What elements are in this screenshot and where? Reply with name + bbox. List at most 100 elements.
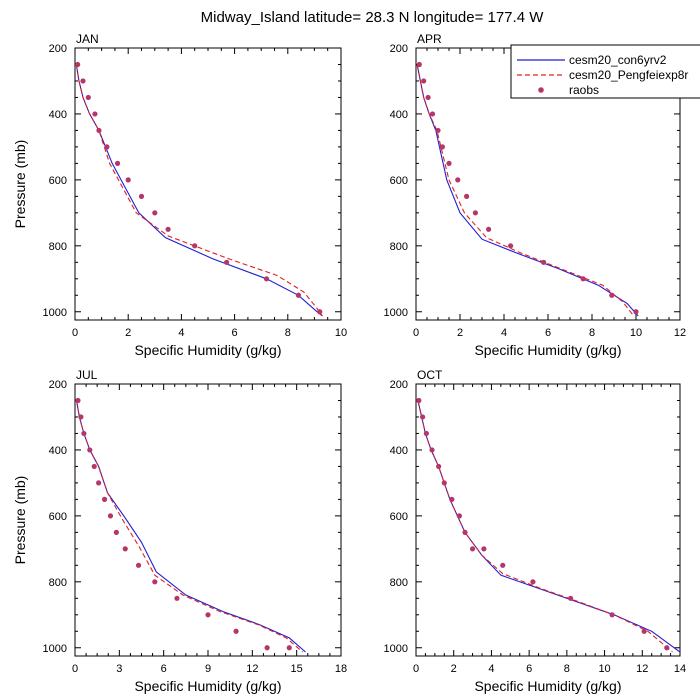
series-group-jan (75, 61, 323, 317)
y-tick-label-oct-4: 1000 (384, 643, 408, 655)
x-tick-label-apr-2: 4 (501, 327, 507, 339)
raobs-point-oct-12 (530, 579, 536, 585)
raobs-point-jul-11 (152, 579, 158, 585)
raobs-point-apr-6 (446, 160, 452, 166)
y-tick-label-apr-2: 600 (390, 175, 408, 187)
raobs-point-oct-11 (500, 562, 506, 568)
raobs-point-jul-14 (233, 628, 239, 634)
raobs-point-jan-14 (295, 292, 302, 298)
y-tick-label-jul-3: 800 (49, 577, 67, 589)
raobs-point-jul-5 (96, 480, 102, 486)
series-line-jan-0 (75, 64, 323, 317)
raobs-point-oct-10 (481, 546, 487, 552)
x-tick-label-apr-0: 0 (413, 327, 419, 339)
raobs-point-jan-6 (114, 160, 121, 166)
raobs-point-apr-12 (541, 259, 547, 265)
legend-label-raobs: raobs (569, 83, 599, 97)
raobs-point-oct-4 (436, 463, 442, 470)
raobs-point-oct-9 (469, 546, 476, 552)
raobs-point-apr-5 (439, 144, 445, 150)
panel-title-jul: JUL (76, 368, 98, 382)
x-tick-label-jul-5: 15 (291, 663, 303, 675)
raobs-point-apr-1 (421, 78, 427, 84)
raobs-point-apr-14 (609, 292, 615, 298)
series-line-oct-1 (417, 400, 673, 653)
y-tick-label-apr-3: 800 (390, 241, 408, 253)
raobs-point-jul-16 (286, 645, 292, 651)
x-tick-label-apr-6: 12 (674, 327, 686, 339)
panel-oct: OCT 0 2 4 6 8 10 12 14 200 400 600 800 1000 Specific H… (384, 368, 687, 694)
x-tick-label-jan-1: 2 (125, 327, 131, 339)
panel-title-jan: JAN (76, 32, 99, 46)
raobs-point-jan-13 (263, 276, 270, 282)
raobs-point-jul-10 (135, 562, 142, 568)
x-axis-label-jul: Specific Humidity (g/kg) (134, 678, 281, 694)
raobs-point-jan-11 (192, 243, 198, 249)
raobs-point-jul-8 (113, 529, 119, 535)
raobs-point-jul-0 (75, 397, 81, 404)
y-tick-label-jan-1: 400 (49, 109, 67, 121)
legend: cesm20_con6yrv2 cesm20_Pengfeiexp8r raob… (510, 44, 700, 99)
x-tick-label-oct-3: 6 (526, 663, 532, 675)
raobs-point-oct-7 (456, 513, 462, 519)
plot-frame-jan (74, 47, 342, 321)
x-tick-label-oct-0: 0 (413, 663, 419, 675)
series-line-jan-1 (75, 64, 323, 317)
raobs-point-apr-3 (429, 111, 436, 117)
x-tick-label-jul-3: 9 (205, 663, 211, 675)
raobs-point-apr-4 (435, 127, 441, 134)
raobs-point-oct-5 (441, 480, 447, 486)
raobs-point-jan-3 (92, 111, 98, 117)
x-tick-label-oct-5: 10 (598, 663, 610, 675)
raobs-point-apr-13 (580, 276, 586, 282)
raobs-point-apr-15 (633, 309, 639, 315)
y-tick-label-jan-3: 800 (49, 241, 67, 253)
y-tick-label-oct-3: 800 (390, 577, 408, 589)
raobs-point-jan-10 (165, 226, 171, 232)
raobs-point-apr-8 (464, 193, 470, 199)
x-tick-label-oct-7: 14 (674, 663, 686, 675)
y-tick-label-jan-0: 200 (49, 43, 67, 55)
panel-title-oct: OCT (417, 368, 443, 382)
series-line-jul-1 (75, 400, 303, 653)
series-group-oct (416, 397, 680, 653)
x-tick-label-jan-0: 0 (72, 327, 78, 339)
series-group-apr (416, 61, 639, 317)
x-tick-label-oct-1: 2 (451, 663, 457, 675)
raobs-point-oct-14 (609, 612, 615, 618)
raobs-point-apr-2 (425, 94, 431, 101)
legend-marker-raobs (538, 87, 544, 93)
raobs-point-jul-2 (81, 430, 87, 437)
raobs-point-jul-4 (91, 463, 97, 470)
x-tick-label-jul-2: 6 (161, 663, 167, 675)
y-tick-label-apr-1: 400 (390, 109, 408, 121)
x-tick-label-jul-6: 18 (335, 663, 347, 675)
x-tick-label-oct-6: 12 (636, 663, 648, 675)
raobs-point-jan-12 (224, 259, 230, 265)
raobs-point-oct-1 (420, 414, 426, 420)
x-tick-label-apr-4: 8 (589, 327, 595, 339)
y-tick-label-oct-0: 200 (390, 379, 408, 391)
raobs-point-jul-13 (205, 612, 211, 618)
raobs-point-apr-7 (455, 177, 461, 183)
raobs-point-oct-3 (429, 447, 435, 453)
raobs-point-oct-13 (568, 595, 574, 601)
series-line-apr-1 (416, 64, 635, 317)
y-tick-label-oct-1: 400 (390, 445, 408, 457)
y-axis-label-jul: Pressure (mb) (12, 476, 28, 565)
x-tick-label-jan-3: 6 (232, 327, 238, 339)
raobs-point-jul-3 (87, 447, 93, 453)
x-tick-label-apr-1: 2 (457, 327, 463, 339)
y-tick-label-jan-2: 600 (49, 175, 67, 187)
panel-title-apr: APR (417, 32, 442, 46)
x-tick-label-jul-1: 3 (116, 663, 122, 675)
x-axis-label-oct: Specific Humidity (g/kg) (474, 678, 621, 694)
raobs-point-apr-9 (472, 210, 478, 216)
raobs-point-apr-11 (508, 243, 514, 249)
raobs-point-jan-15 (317, 309, 323, 315)
raobs-point-oct-6 (449, 496, 455, 502)
figure-title: Midway_Island latitude= 28.3 N longitude… (201, 9, 545, 26)
x-tick-label-apr-5: 10 (630, 327, 642, 339)
plot-frame-oct (415, 383, 681, 657)
y-tick-label-jul-2: 600 (49, 511, 67, 523)
